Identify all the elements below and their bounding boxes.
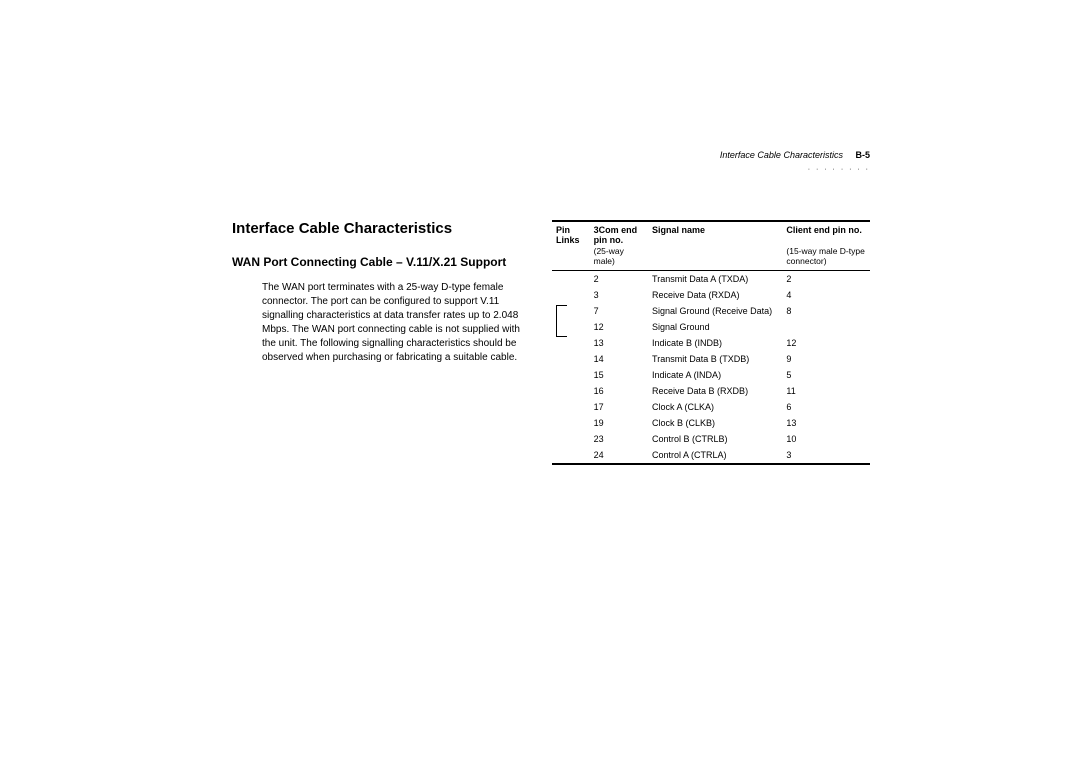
cell-pin: 14 xyxy=(590,351,648,367)
page-number: B-5 xyxy=(855,150,870,160)
table-row: 13Indicate B (INDB)12 xyxy=(552,335,870,351)
cell-links xyxy=(552,447,590,464)
cell-links xyxy=(552,367,590,383)
cell-links xyxy=(552,271,590,288)
th-signal: Signal name xyxy=(648,221,782,246)
table-row: 16Receive Data B (RXDB)11 xyxy=(552,383,870,399)
cell-client xyxy=(782,319,870,335)
cell-client: 13 xyxy=(782,415,870,431)
table-row: 14Transmit Data B (TXDB)9 xyxy=(552,351,870,367)
cell-signal: Indicate B (INDB) xyxy=(648,335,782,351)
cell-client: 8 xyxy=(782,303,870,319)
th-client-sub: (15-way male D-type connector) xyxy=(782,246,870,271)
cell-links xyxy=(552,399,590,415)
body-paragraph: The WAN port terminates with a 25-way D-… xyxy=(232,281,522,365)
th-signal-sub xyxy=(648,246,782,271)
cell-client: 11 xyxy=(782,383,870,399)
table-row: 19Clock B (CLKB)13 xyxy=(552,415,870,431)
cell-links xyxy=(552,383,590,399)
running-title: Interface Cable Characteristics xyxy=(720,150,843,160)
cell-signal: Receive Data B (RXDB) xyxy=(648,383,782,399)
cell-pin: 13 xyxy=(590,335,648,351)
cell-client: 9 xyxy=(782,351,870,367)
cell-pin: 16 xyxy=(590,383,648,399)
table-row: 17Clock A (CLKA)6 xyxy=(552,399,870,415)
header-dots: · · · · · · · · xyxy=(808,166,870,173)
cell-pin: 15 xyxy=(590,367,648,383)
th-pin-sub: (25-way male) xyxy=(590,246,648,271)
cell-pin: 17 xyxy=(590,399,648,415)
cell-pin: 2 xyxy=(590,271,648,288)
section-title: Interface Cable Characteristics xyxy=(232,220,522,237)
table-row: 12Signal Ground xyxy=(552,319,870,335)
cell-signal: Control B (CTRLB) xyxy=(648,431,782,447)
cell-pin: 12 xyxy=(590,319,648,335)
cell-signal: Signal Ground (Receive Data) xyxy=(648,303,782,319)
cell-links xyxy=(552,335,590,351)
document-page: Interface Cable Characteristics B-5 · · … xyxy=(0,0,1080,763)
cell-links xyxy=(552,351,590,367)
cell-client: 2 xyxy=(782,271,870,288)
cell-signal: Indicate A (INDA) xyxy=(648,367,782,383)
th-links: Pin Links xyxy=(552,221,590,246)
cell-signal: Receive Data (RXDA) xyxy=(648,287,782,303)
cell-pin: 3 xyxy=(590,287,648,303)
table-row: 23Control B (CTRLB)10 xyxy=(552,431,870,447)
cell-signal: Control A (CTRLA) xyxy=(648,447,782,464)
cell-links xyxy=(552,415,590,431)
pinout-table: Pin Links 3Com end pin no. Signal name C… xyxy=(552,220,870,465)
th-links-sub xyxy=(552,246,590,271)
th-client: Client end pin no. xyxy=(782,221,870,246)
cell-links xyxy=(552,303,590,319)
cell-client: 10 xyxy=(782,431,870,447)
cell-pin: 19 xyxy=(590,415,648,431)
cell-links xyxy=(552,431,590,447)
right-column: Pin Links 3Com end pin no. Signal name C… xyxy=(552,220,870,465)
cell-signal: Clock B (CLKB) xyxy=(648,415,782,431)
subsection-title: WAN Port Connecting Cable – V.11/X.21 Su… xyxy=(232,255,522,271)
table-row: 2Transmit Data A (TXDA)2 xyxy=(552,271,870,288)
cell-signal: Clock A (CLKA) xyxy=(648,399,782,415)
left-column: Interface Cable Characteristics WAN Port… xyxy=(232,220,522,465)
cell-signal: Transmit Data A (TXDA) xyxy=(648,271,782,288)
cell-signal: Signal Ground xyxy=(648,319,782,335)
cell-client: 4 xyxy=(782,287,870,303)
table-row: 15Indicate A (INDA)5 xyxy=(552,367,870,383)
cell-client: 6 xyxy=(782,399,870,415)
running-header: Interface Cable Characteristics B-5 xyxy=(720,150,870,160)
cell-pin: 7 xyxy=(590,303,648,319)
cell-pin: 24 xyxy=(590,447,648,464)
table-row: 7Signal Ground (Receive Data)8 xyxy=(552,303,870,319)
th-pin: 3Com end pin no. xyxy=(590,221,648,246)
cell-signal: Transmit Data B (TXDB) xyxy=(648,351,782,367)
table-row: 24Control A (CTRLA)3 xyxy=(552,447,870,464)
table-row: 3Receive Data (RXDA)4 xyxy=(552,287,870,303)
cell-client: 12 xyxy=(782,335,870,351)
cell-links xyxy=(552,287,590,303)
cell-links xyxy=(552,319,590,335)
cell-client: 5 xyxy=(782,367,870,383)
cell-pin: 23 xyxy=(590,431,648,447)
content-area: Interface Cable Characteristics WAN Port… xyxy=(232,220,870,465)
cell-client: 3 xyxy=(782,447,870,464)
